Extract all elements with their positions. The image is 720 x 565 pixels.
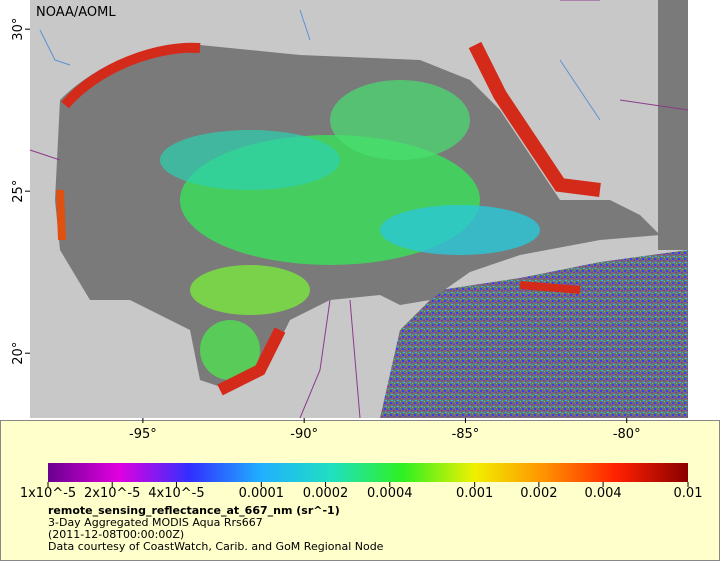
chlorophyll-patch [380,205,540,255]
atlantic [658,0,688,250]
colorbar-tick-label: 2x10^-5 [84,486,140,501]
colorbar-tick-label: 0.004 [584,486,621,501]
coastal-band [61,42,201,109]
x-tick-label: -90° [290,427,318,442]
legend-panel [0,420,720,561]
coastal-band [468,41,601,197]
y-tick-label: 30° [11,18,26,41]
colorbar-tick-label: 0.0002 [303,486,349,501]
colorbar-tick-label: 0.0004 [367,486,413,501]
chlorophyll-patch [330,80,470,160]
chlorophyll-patch [200,320,260,380]
chlorophyll-patch [160,130,340,190]
y-tick-label: 25° [11,180,26,203]
caribbean [380,250,688,418]
colorbar-tick-label: 0.001 [456,486,493,501]
caption-line: 3-Day Aggregated MODIS Aqua Rrs667 [48,516,263,529]
map-area: NOAA/AOML [29,0,689,419]
x-tick-label: -95° [129,427,157,442]
caption-line: Data courtesy of CoastWatch, Carib. and … [48,540,384,553]
coastal-band [56,189,66,241]
chlorophyll-patch [190,265,310,315]
colorbar-tick-label: 0.0001 [239,486,285,501]
coastal-band [519,281,581,294]
caption-line: (2011-12-08T00:00:00Z) [48,528,184,541]
x-tick-label: -85° [452,427,480,442]
colorbar-tick-label: 1x10^-5 [20,486,76,501]
map-title: NOAA/AOML [36,5,116,20]
colorbar-tick-label: 0.002 [520,486,557,501]
colorbar-tick-label: 4x10^-5 [148,486,204,501]
border [29,0,689,419]
colorbar-tick-label: 0.01 [674,486,703,501]
y-tick-label: 20° [11,342,26,365]
river [39,9,601,121]
x-tick-label: -80° [613,427,641,442]
colorbar [48,463,688,482]
coastal-band [217,327,286,396]
caption-line: remote_sensing_reflectance_at_667_nm (sr… [48,504,340,517]
